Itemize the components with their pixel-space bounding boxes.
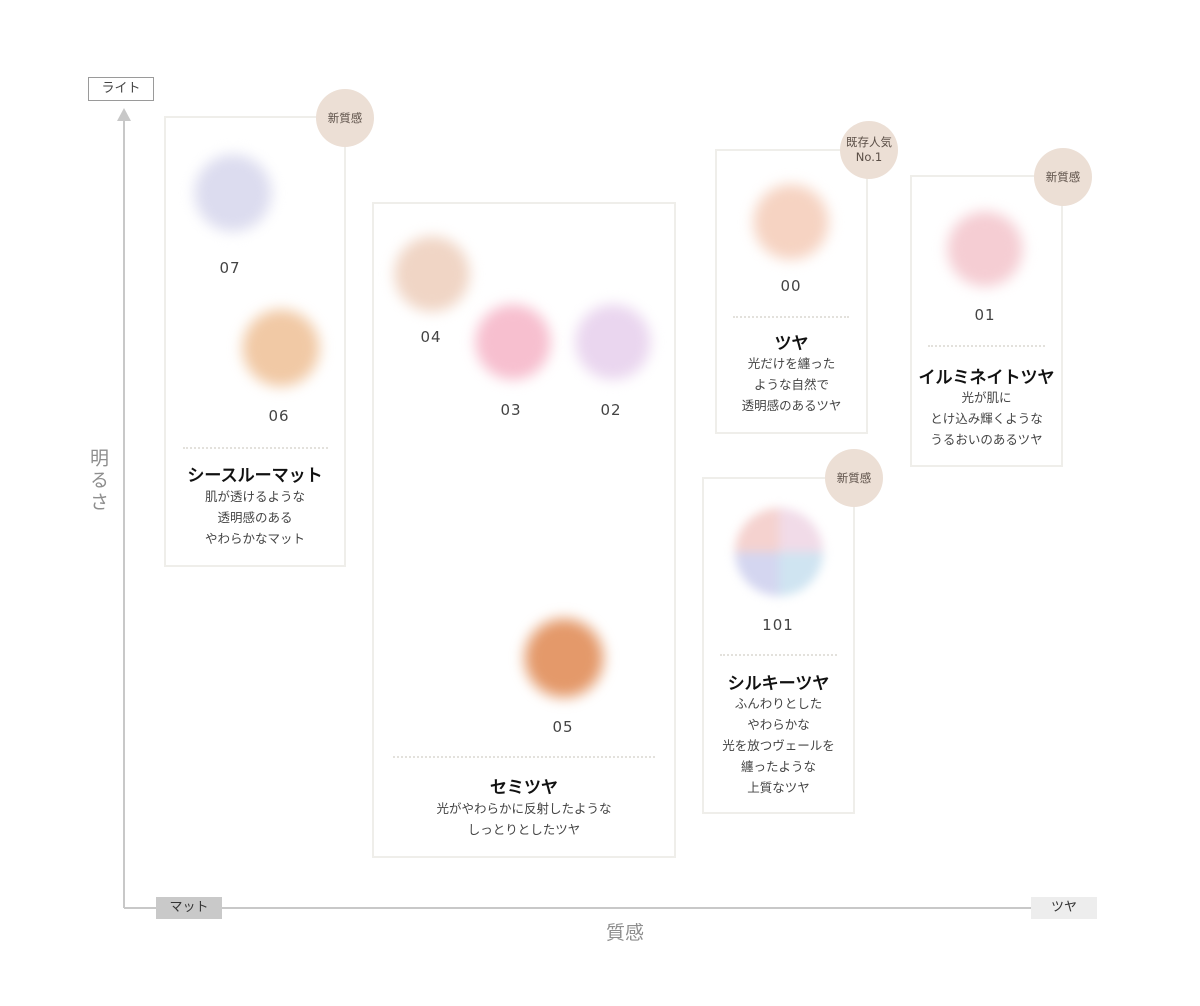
group-desc-illuminate-tsuya: 光が肌に とけ込み輝くような うるおいのあるツヤ xyxy=(930,390,1043,447)
x-axis-line xyxy=(124,907,1094,909)
shade-code-04: 04 xyxy=(420,328,442,346)
swatch-02 xyxy=(569,298,657,386)
group-panel-silky-tsuya xyxy=(702,477,855,814)
group-title-illuminate-tsuya: イルミネイトツヤ xyxy=(918,368,1055,388)
group-desc-tsuya: 光だけを纏った ような自然で 透明感のあるツヤ xyxy=(741,356,842,413)
swatch-01 xyxy=(941,205,1029,293)
shade-code-02: 02 xyxy=(600,401,622,419)
shade-code-00: 00 xyxy=(780,277,802,295)
y-axis-arrow-icon xyxy=(117,108,131,121)
swatch-06 xyxy=(236,303,326,393)
divider xyxy=(393,756,655,758)
swatch-00 xyxy=(747,178,835,266)
badge-new-texture: 新質感 xyxy=(316,89,374,147)
y-axis-top-tag: ライト xyxy=(88,77,154,101)
y-axis-line xyxy=(123,118,125,908)
swatch-04 xyxy=(388,230,476,318)
group-title-silky-tsuya: シルキーツヤ xyxy=(727,674,830,694)
divider xyxy=(183,447,328,449)
swatch-101 xyxy=(735,508,823,596)
group-panel-illuminate-tsuya xyxy=(910,175,1063,467)
shade-code-05: 05 xyxy=(552,718,574,736)
shade-code-06: 06 xyxy=(268,407,290,425)
badge-popular-no1: 既存人気 No.1 xyxy=(840,121,898,179)
x-axis-title: 質感 xyxy=(605,922,644,944)
group-title-semi-tsuya: セミツヤ xyxy=(490,778,558,798)
swatch-07 xyxy=(188,148,278,238)
divider xyxy=(733,316,849,318)
group-desc-semi-tsuya: 光がやわらかに反射したような しっとりとしたツヤ xyxy=(436,801,612,837)
x-axis-left-tag: マット xyxy=(156,897,222,919)
divider xyxy=(720,654,837,656)
y-axis-title: 明るさ xyxy=(87,448,109,514)
shade-code-03: 03 xyxy=(500,401,522,419)
shade-code-07: 07 xyxy=(219,259,241,277)
group-desc-silky-tsuya: ふんわりとした やわらかな 光を放つヴェールを 纏ったような 上質なツヤ xyxy=(722,696,835,795)
badge-new-texture: 新質感 xyxy=(825,449,883,507)
group-title-tsuya: ツヤ xyxy=(774,334,809,354)
group-title-seethrough-matte: シースルーマット xyxy=(187,466,323,486)
shade-code-101: 101 xyxy=(762,616,794,634)
divider xyxy=(928,345,1045,347)
shade-code-01: 01 xyxy=(974,306,996,324)
swatch-05 xyxy=(518,612,610,704)
swatch-03 xyxy=(469,298,557,386)
group-desc-seethrough-matte: 肌が透けるような 透明感のある やわらかなマット xyxy=(204,489,305,546)
x-axis-right-tag: ツヤ xyxy=(1031,897,1097,919)
badge-new-texture: 新質感 xyxy=(1034,148,1092,206)
